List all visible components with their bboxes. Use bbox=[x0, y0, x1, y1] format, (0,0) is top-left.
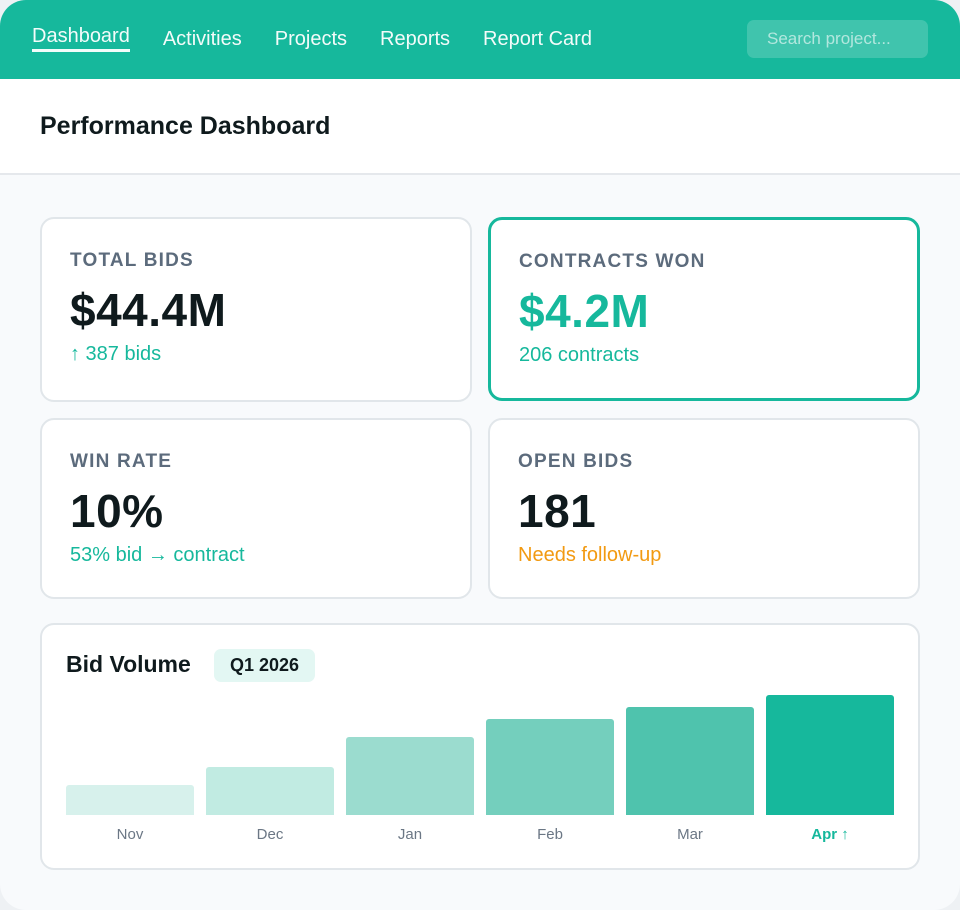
kpi-value: $4.2M bbox=[519, 285, 650, 337]
kpi-value: $44.4M bbox=[70, 284, 227, 336]
kpi-card-contracts-won: CONTRACTS WON $4.2M 206 contracts bbox=[488, 217, 920, 401]
x-tick-label: Feb bbox=[537, 826, 563, 843]
kpi-subtext: Needs follow-up bbox=[518, 544, 662, 566]
chart-bar-1 bbox=[206, 767, 334, 815]
top-nav: Dashboard Activities Projects Reports Re… bbox=[0, 0, 960, 79]
tab-projects[interactable]: Projects bbox=[274, 28, 347, 50]
period-badge: Q1 2026 bbox=[214, 649, 316, 682]
chart-title: Bid Volume bbox=[66, 651, 191, 677]
page-title: Performance Dashboard bbox=[40, 111, 331, 140]
chart-bar-0 bbox=[66, 785, 194, 815]
kpi-subtext: ↑ 387 bids bbox=[70, 343, 162, 365]
kpi-card-total-bids: TOTAL BIDS $44.4M ↑ 387 bids bbox=[40, 217, 472, 402]
kpi-value: 10% bbox=[70, 485, 164, 537]
kpi-subtext: 53% bid → contract bbox=[70, 544, 245, 566]
bid-volume-chart-card: Bid Volume Q1 2026 Nov Dec Jan Feb Mar Apr ↑ bbox=[40, 623, 920, 870]
kpi-card-win-rate: WIN RATE 10% 53% bid → contract bbox=[40, 418, 472, 599]
kpi-label: CONTRACTS WON bbox=[519, 251, 706, 272]
kpi-value: 181 bbox=[518, 485, 597, 537]
kpi-card-open-bids: OPEN BIDS 181 Needs follow-up bbox=[488, 418, 920, 599]
x-tick-label: Nov bbox=[116, 826, 144, 843]
kpi-label: TOTAL BIDS bbox=[70, 250, 194, 271]
chart-bar-5 bbox=[766, 695, 894, 815]
kpi-subtext: 206 contracts bbox=[519, 344, 640, 366]
x-tick-label: Apr ↑ bbox=[811, 826, 849, 843]
kpi-label: WIN RATE bbox=[70, 451, 173, 472]
x-tick-label: Dec bbox=[256, 826, 284, 843]
search-input[interactable] bbox=[747, 20, 928, 58]
tab-report-card[interactable]: Report Card bbox=[483, 28, 592, 50]
tab-dashboard[interactable]: Dashboard bbox=[32, 21, 130, 52]
chart-bar-3 bbox=[486, 719, 614, 815]
tab-activities[interactable]: Activities bbox=[162, 28, 242, 50]
kpi-label: OPEN BIDS bbox=[518, 451, 634, 472]
tab-reports[interactable]: Reports bbox=[380, 28, 451, 50]
chart-bar-4 bbox=[626, 707, 754, 815]
chart-bar-2 bbox=[346, 737, 474, 815]
x-tick-label: Mar bbox=[677, 826, 703, 843]
page-header: Performance Dashboard bbox=[0, 79, 960, 175]
x-tick-label: Jan bbox=[397, 826, 423, 843]
